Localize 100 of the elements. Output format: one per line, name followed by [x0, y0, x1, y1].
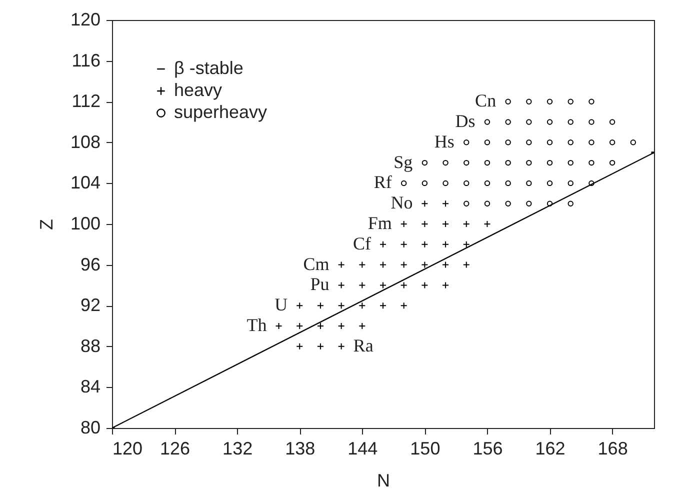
point [442, 200, 450, 208]
point [338, 282, 345, 289]
y-tick-label: 88 [80, 336, 100, 356]
point [338, 302, 345, 310]
annotation: Rf [374, 172, 392, 192]
annotation: Cm [303, 254, 330, 274]
point [568, 140, 574, 146]
point [316, 342, 324, 350]
point [568, 180, 574, 186]
point [464, 160, 470, 166]
point [568, 119, 574, 125]
point [358, 282, 366, 289]
y-tick-label: 104 [70, 172, 100, 193]
point [400, 302, 408, 310]
point [296, 322, 304, 330]
point [400, 220, 408, 228]
annotation: Cn [475, 90, 496, 111]
point [401, 180, 407, 186]
point [609, 119, 616, 125]
point [358, 322, 366, 330]
point [380, 302, 386, 310]
point [484, 160, 490, 166]
point [462, 261, 470, 268]
point [546, 140, 553, 146]
legend-label: superheavy [174, 102, 268, 122]
point [505, 160, 511, 166]
point [275, 322, 282, 330]
x-tick-label: 144 [348, 438, 378, 458]
annotation: Th [246, 315, 267, 335]
point [421, 220, 428, 228]
point [484, 220, 491, 228]
y-tick-label: 92 [80, 295, 100, 316]
point [316, 302, 324, 310]
point [546, 180, 553, 186]
y-tick-label: 120 [70, 10, 100, 30]
y-axis-title: Z [36, 219, 56, 230]
point [442, 180, 448, 186]
x-tick-label: 126 [160, 438, 190, 458]
point [442, 160, 448, 166]
point [588, 160, 594, 166]
point [400, 282, 408, 289]
point [421, 200, 428, 208]
point [505, 180, 511, 186]
point [505, 98, 511, 104]
point [380, 240, 386, 248]
point [526, 119, 532, 125]
point [421, 261, 428, 268]
point [526, 160, 532, 166]
point [546, 200, 553, 206]
point [484, 140, 490, 146]
y-tick-label: 112 [72, 91, 100, 112]
point [296, 342, 304, 350]
annotation: No [390, 192, 413, 213]
point [588, 119, 594, 125]
point [526, 140, 532, 146]
point [442, 240, 450, 248]
point [462, 220, 470, 228]
point [546, 160, 553, 166]
point [421, 282, 428, 289]
point [316, 322, 324, 330]
point [442, 261, 450, 268]
point [588, 98, 594, 104]
point [546, 98, 553, 104]
point [442, 220, 450, 228]
annotation: Pu [310, 274, 330, 294]
annotation: Sg [394, 152, 413, 172]
point [462, 240, 470, 248]
point [338, 342, 345, 350]
annotation: Cf [353, 233, 372, 254]
point [296, 302, 304, 310]
point [421, 240, 428, 248]
point [464, 140, 470, 146]
point [380, 261, 386, 268]
point [442, 282, 450, 289]
x-tick-label: 150 [410, 438, 440, 458]
point [505, 119, 511, 125]
point [526, 200, 532, 206]
point [338, 322, 345, 330]
x-tick-label: 156 [472, 438, 503, 458]
annotation: Hs [434, 131, 454, 152]
point [588, 180, 594, 186]
annotation: Ds [455, 111, 476, 131]
y-tick-label: 80 [80, 418, 100, 438]
y-tick-label: 84 [80, 376, 100, 397]
point [358, 261, 366, 268]
point [588, 140, 594, 146]
y-tick-label: 108 [70, 132, 100, 152]
legend-label: heavy [174, 80, 222, 100]
point [526, 98, 532, 104]
point [338, 261, 345, 268]
point [422, 180, 428, 186]
annotation: Fm [368, 213, 392, 233]
x-tick-label: 162 [535, 438, 566, 458]
point [505, 200, 511, 206]
point [546, 119, 553, 125]
legend-label: β -stable [174, 58, 244, 78]
point [464, 180, 470, 186]
point [568, 200, 574, 206]
point [358, 302, 366, 310]
x-tick-label: 120 [112, 438, 143, 458]
